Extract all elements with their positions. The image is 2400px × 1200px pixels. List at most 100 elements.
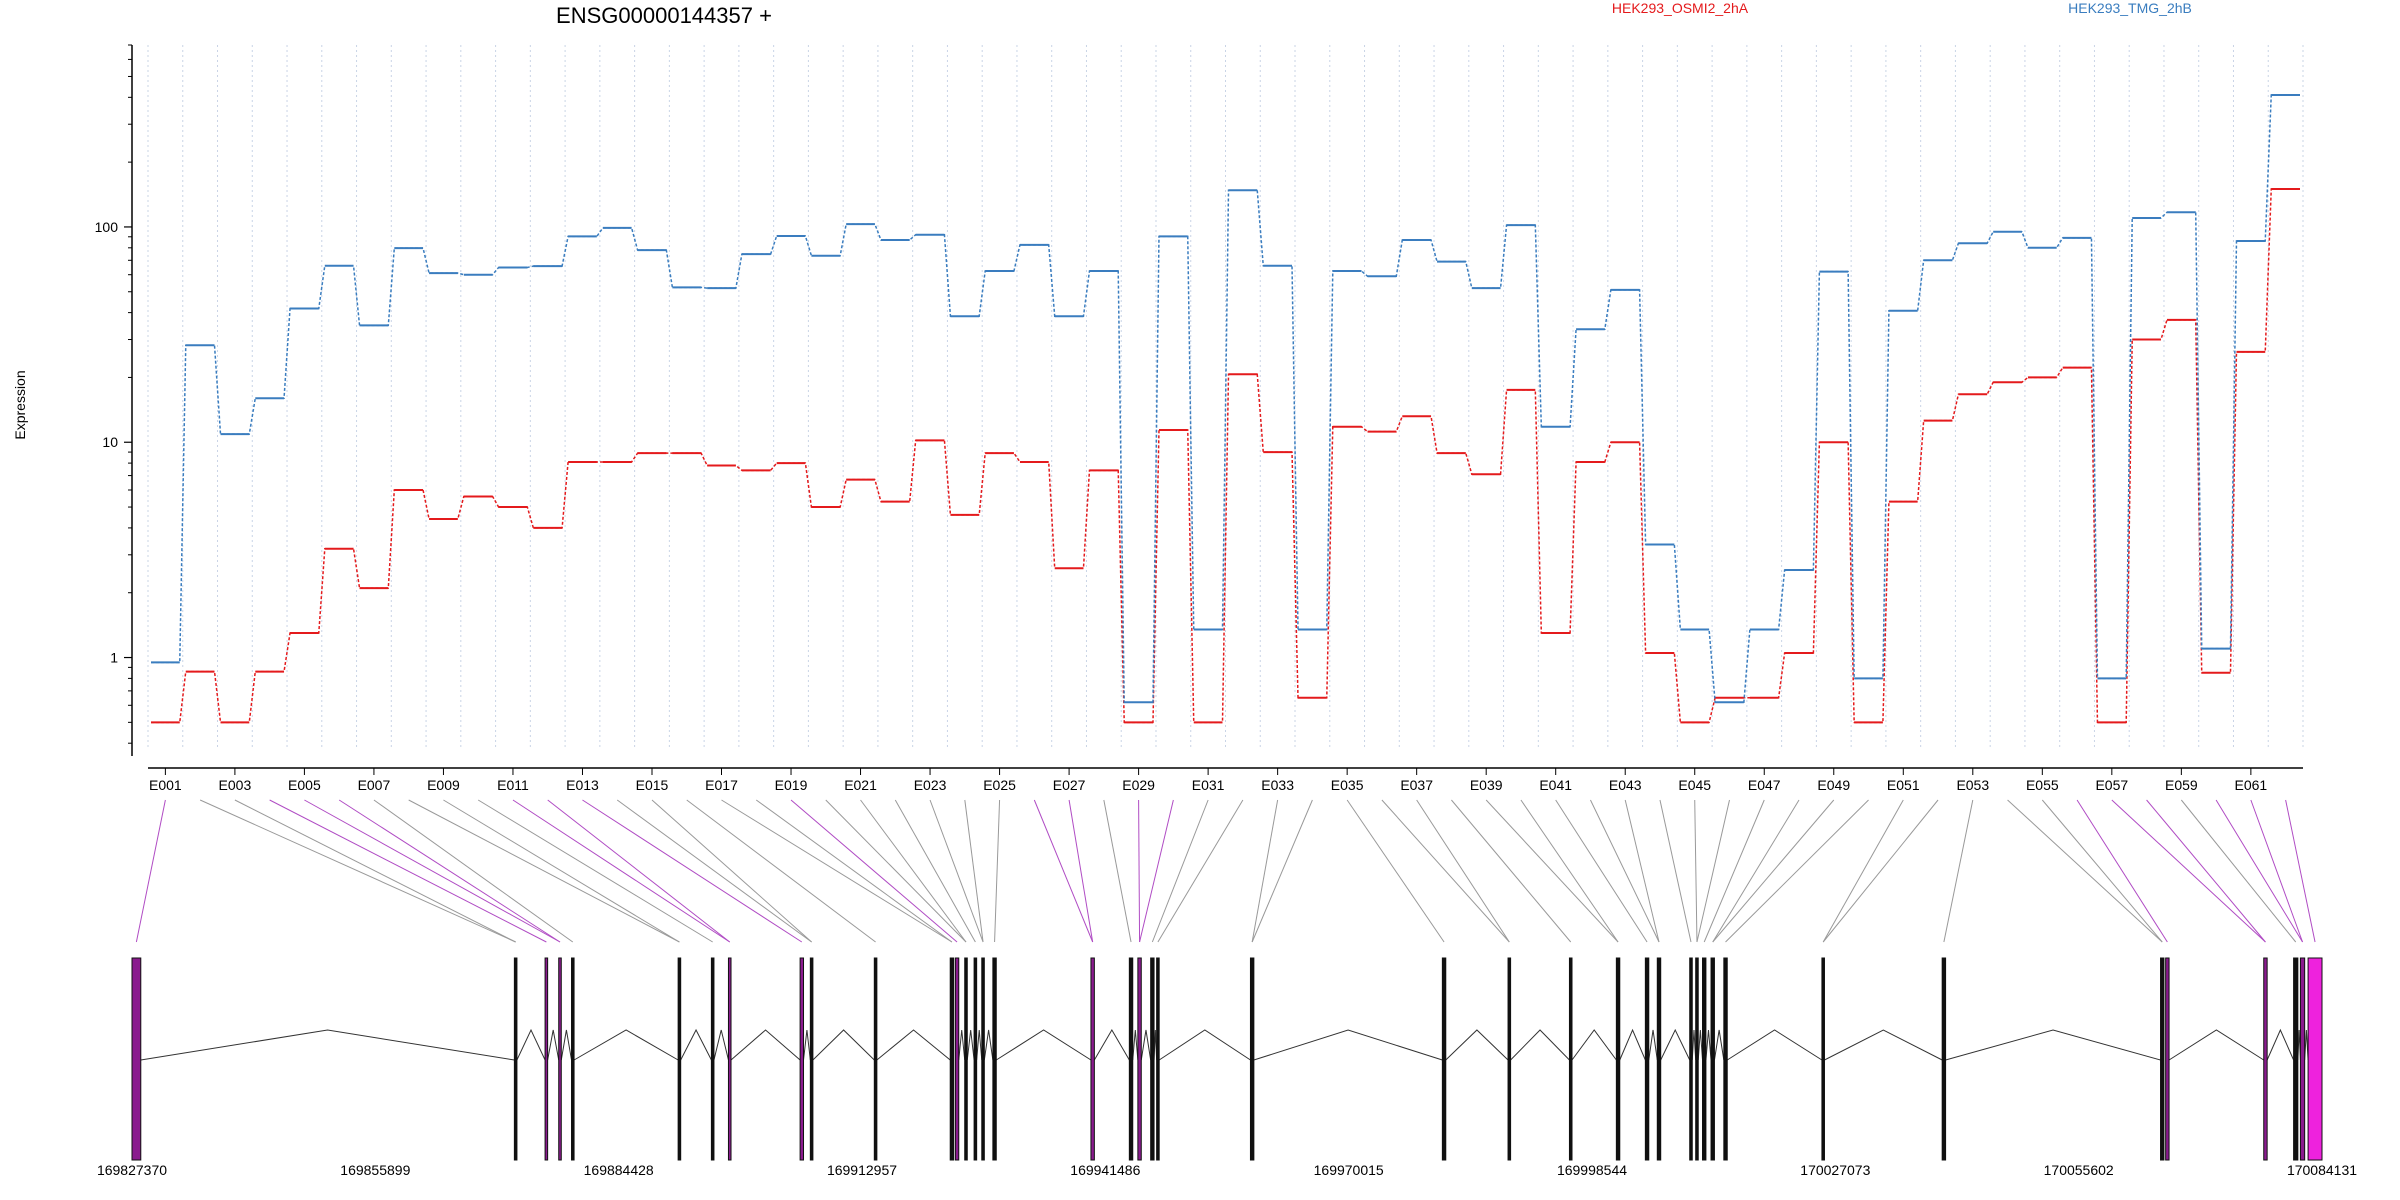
intron <box>713 1029 729 1061</box>
exon-block <box>1615 957 1621 1161</box>
exon-connector <box>234 799 516 943</box>
series-0 <box>151 188 2300 724</box>
intron <box>1697 1029 1704 1061</box>
exon-block <box>1441 957 1447 1161</box>
exon-connector <box>1520 799 1619 943</box>
exon-block <box>954 957 960 1161</box>
exon-connector <box>373 799 574 943</box>
exon-connector <box>1251 799 1279 943</box>
exon-block <box>131 957 142 1161</box>
intron <box>1510 1029 1570 1061</box>
x-tick-label: E039 <box>1470 777 1503 793</box>
intron <box>983 1029 994 1061</box>
x-tick-label: E025 <box>983 777 1016 793</box>
x-tick-label: E001 <box>149 777 182 793</box>
exon-block <box>973 957 978 1161</box>
exon-block <box>1150 957 1155 1161</box>
exon-block <box>809 957 814 1161</box>
intron <box>140 1029 515 1061</box>
exon-block <box>1821 957 1825 1161</box>
exon-connector <box>2250 799 2304 943</box>
intron <box>1705 1029 1712 1061</box>
legend-entry-series-a: HEK293_OSMI2_2hA <box>1612 0 1749 16</box>
intron <box>1726 1029 1823 1061</box>
exon-connector <box>1068 799 1094 943</box>
exon-connector <box>1943 799 1974 943</box>
x-tick-label: E059 <box>2165 777 2198 793</box>
exon-connector <box>721 799 953 943</box>
exon-block <box>710 957 715 1161</box>
exon-connector <box>1157 799 1244 943</box>
x-tick-label: E021 <box>844 777 877 793</box>
axes: 1 10 100 <box>95 44 2303 769</box>
x-tick-label: E043 <box>1609 777 1642 793</box>
exon-connector <box>1624 799 1660 943</box>
exon-connector <box>1416 799 1510 943</box>
exon-connectors <box>135 799 2316 943</box>
exon-block <box>2307 957 2323 1161</box>
intron <box>1824 1029 1943 1061</box>
intron <box>1445 1029 1509 1061</box>
chart-title: ENSG00000144357 + <box>556 3 772 28</box>
intron <box>1093 1029 1130 1061</box>
vertical-grid <box>147 45 2304 748</box>
exon-block <box>1137 957 1142 1161</box>
exon-block <box>727 957 732 1161</box>
intron <box>1158 1029 1251 1061</box>
x-tick-label: E053 <box>1956 777 1989 793</box>
exon-block <box>1568 957 1573 1161</box>
intron <box>1648 1029 1658 1061</box>
genome-tick-label: 170027073 <box>1800 1162 1870 1178</box>
exon-connector <box>1251 799 1313 943</box>
x-tick-label: E017 <box>705 777 738 793</box>
intron <box>680 1028 712 1061</box>
x-tick-label: E047 <box>1748 777 1781 793</box>
x-tick-label: E007 <box>358 777 391 793</box>
exon-connector <box>755 799 953 943</box>
series-1 <box>151 94 2300 704</box>
exon-connector <box>790 799 958 943</box>
exon-connector <box>2007 799 2163 943</box>
x-tick-label: E041 <box>1539 777 1572 793</box>
exon-connector <box>616 799 812 943</box>
x-tick-label: E029 <box>1122 777 1155 793</box>
exon-connector <box>1696 799 1730 943</box>
x-tick-label: E033 <box>1261 777 1294 793</box>
exon-connector <box>1103 799 1132 943</box>
genome-tick-label: 169998544 <box>1557 1162 1627 1178</box>
x-tick-label: E027 <box>1053 777 1086 793</box>
exon-connector <box>686 799 876 943</box>
x-tick-label: E055 <box>2026 777 2059 793</box>
exon-block <box>1695 957 1699 1161</box>
exon-connector <box>964 799 984 943</box>
exon-connector <box>2041 799 2163 943</box>
exon-block <box>992 957 997 1161</box>
exon-connector <box>1703 799 1765 943</box>
intron <box>547 1029 560 1061</box>
exon-connector <box>894 799 976 943</box>
y-axis-label: Expression <box>12 370 28 439</box>
exon-connector <box>2111 799 2266 943</box>
exon-connector <box>2146 799 2266 943</box>
intron <box>1660 1028 1691 1061</box>
exon-block <box>1128 957 1134 1161</box>
genome-tick-label: 170084131 <box>2287 1162 2357 1178</box>
exon-connector <box>1485 799 1619 943</box>
exon-block <box>544 957 549 1161</box>
x-tick-label: E057 <box>2095 777 2128 793</box>
x-tick-label: E035 <box>1331 777 1364 793</box>
exon-block <box>2293 957 2299 1161</box>
x-tick-label: E011 <box>497 777 529 793</box>
intron <box>1945 1029 2161 1061</box>
exon-connector <box>1590 799 1660 943</box>
genome-tick-label: 170055602 <box>2044 1162 2114 1178</box>
exon-connector <box>338 799 561 943</box>
exon-block <box>1689 957 1693 1161</box>
exon-block <box>571 957 575 1161</box>
exon-block <box>1644 957 1650 1161</box>
exon-connector <box>1381 799 1510 943</box>
exon-connector <box>1555 799 1648 943</box>
exon-block <box>1941 957 1947 1161</box>
intron <box>1140 1029 1152 1061</box>
